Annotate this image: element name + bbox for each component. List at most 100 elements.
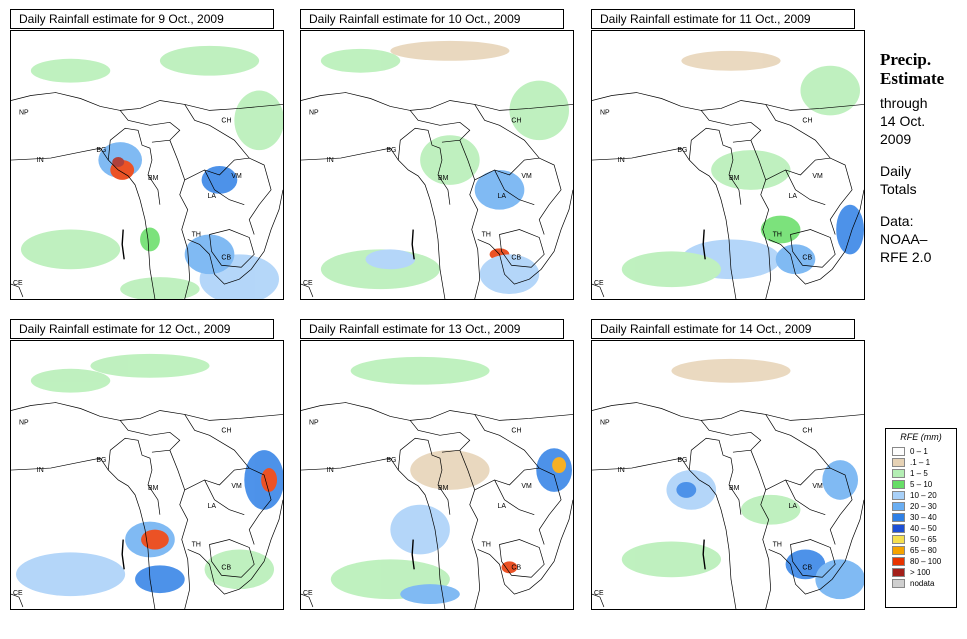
sidebar-data-line2: NOAA– xyxy=(880,231,928,247)
legend-swatch xyxy=(892,546,905,555)
legend-label: .1 – 1 xyxy=(910,458,931,467)
label-bg: BG xyxy=(96,147,106,154)
label-bm: BM xyxy=(148,485,159,492)
label-bm: BM xyxy=(438,485,449,492)
label-la: LA xyxy=(789,193,798,200)
panel-title: Daily Rainfall estimate for 13 Oct., 200… xyxy=(300,319,564,339)
legend-item: 10 – 20 xyxy=(892,490,956,501)
legend-item: 30 – 40 xyxy=(892,512,956,523)
legend-swatch xyxy=(892,579,905,588)
map-panel-14oct: Daily Rainfall estimate for 14 Oct., 200… xyxy=(591,319,865,610)
label-cb: CB xyxy=(802,254,812,261)
label-ce: CE xyxy=(13,590,23,597)
legend-swatch xyxy=(892,458,905,467)
sidebar-date-line2: 2009 xyxy=(880,131,912,147)
label-cb: CB xyxy=(221,254,231,261)
label-la: LA xyxy=(789,503,798,510)
legend-label: 30 – 40 xyxy=(910,513,937,522)
rainfall-map: NP CH IN BG BM VM LA TH CB CE xyxy=(10,340,284,610)
label-bg: BG xyxy=(386,147,396,154)
label-vm: VM xyxy=(812,483,823,490)
label-bg: BG xyxy=(677,147,687,154)
label-ch: CH xyxy=(221,117,231,124)
legend-item: 5 – 10 xyxy=(892,479,956,490)
legend-label: 20 – 30 xyxy=(910,502,937,511)
label-in: IN xyxy=(37,157,44,164)
label-bm: BM xyxy=(148,175,159,182)
sidebar-daily-line1: Daily xyxy=(880,163,912,179)
legend-swatch xyxy=(892,568,905,577)
legend-swatch xyxy=(892,480,905,489)
label-in: IN xyxy=(618,467,625,474)
label-ce: CE xyxy=(303,590,313,597)
legend-label: 65 – 80 xyxy=(910,546,937,555)
legend-swatch xyxy=(892,502,905,511)
label-th: TH xyxy=(773,231,782,238)
map-panel-9oct: Daily Rainfall estimate for 9 Oct., 2009… xyxy=(10,9,284,300)
label-vm: VM xyxy=(231,483,242,490)
rainfall-legend: RFE (mm) 0 – 1 .1 – 1 1 – 5 5 – 10 10 – 20 20… xyxy=(885,428,957,608)
sidebar-daily-line2: Totals xyxy=(880,181,917,197)
label-bg: BG xyxy=(96,457,106,464)
legend-swatch xyxy=(892,535,905,544)
panel-title: Daily Rainfall estimate for 9 Oct., 2009 xyxy=(10,9,274,29)
sidebar-data-line1: Data: xyxy=(880,213,914,229)
legend-item: 40 – 50 xyxy=(892,523,956,534)
rainfall-map: NP CH IN BG BM VM LA TH CB CE xyxy=(591,340,865,610)
label-cb: CB xyxy=(511,254,521,261)
label-th: TH xyxy=(192,541,201,548)
legend-title: RFE (mm) xyxy=(900,432,942,442)
legend-item: > 100 xyxy=(892,567,956,578)
legend-swatch xyxy=(892,469,905,478)
sidebar-through: through xyxy=(880,95,928,111)
legend-label: 40 – 50 xyxy=(910,524,937,533)
label-ch: CH xyxy=(802,117,812,124)
legend-label: 80 – 100 xyxy=(910,557,942,566)
legend-item: 1 – 5 xyxy=(892,468,956,479)
label-la: LA xyxy=(498,503,507,510)
legend-item: 0 – 1 xyxy=(892,446,956,457)
map-panel-10oct: Daily Rainfall estimate for 10 Oct., 200… xyxy=(300,9,574,300)
label-vm: VM xyxy=(812,173,823,180)
label-ce: CE xyxy=(594,590,604,597)
panel-title: Daily Rainfall estimate for 12 Oct., 200… xyxy=(10,319,274,339)
legend-swatch xyxy=(892,513,905,522)
legend-swatch xyxy=(892,447,905,456)
label-ch: CH xyxy=(511,117,521,124)
label-ch: CH xyxy=(802,427,812,434)
label-in: IN xyxy=(327,467,334,474)
map-panel-13oct: Daily Rainfall estimate for 13 Oct., 200… xyxy=(300,319,574,610)
label-la: LA xyxy=(208,193,217,200)
label-ce: CE xyxy=(594,280,604,287)
legend-item: 20 – 30 xyxy=(892,501,956,512)
map-panel-11oct: Daily Rainfall estimate for 11 Oct., 200… xyxy=(591,9,865,300)
label-th: TH xyxy=(773,541,782,548)
legend-label: > 100 xyxy=(910,568,931,577)
legend-label: nodata xyxy=(910,579,935,588)
legend-label: 5 – 10 xyxy=(910,480,933,489)
rainfall-map: NP CH IN BG BM VM LA TH CB CE xyxy=(10,30,284,300)
label-bm: BM xyxy=(729,485,740,492)
label-vm: VM xyxy=(231,173,242,180)
label-vm: VM xyxy=(521,173,532,180)
label-vm: VM xyxy=(521,483,532,490)
legend-label: 0 – 1 xyxy=(910,447,928,456)
label-bm: BM xyxy=(438,175,449,182)
legend-swatch xyxy=(892,557,905,566)
panel-title: Daily Rainfall estimate for 10 Oct., 200… xyxy=(300,9,564,29)
label-bg: BG xyxy=(677,457,687,464)
label-la: LA xyxy=(498,193,507,200)
label-th: TH xyxy=(482,231,491,238)
legend-item: nodata xyxy=(892,578,956,589)
label-np: NP xyxy=(600,419,610,426)
label-in: IN xyxy=(37,467,44,474)
rainfall-map: NP CH IN BG BM VM LA TH CB CE xyxy=(300,30,574,300)
label-np: NP xyxy=(19,109,29,116)
sidebar-title-line1: Precip. xyxy=(880,50,932,69)
label-cb: CB xyxy=(221,564,231,571)
legend-item: 50 – 65 xyxy=(892,534,956,545)
legend-label: 50 – 65 xyxy=(910,535,937,544)
rainfall-map: NP CH IN BG BM VM LA TH CB CE xyxy=(591,30,865,300)
legend-item: 80 – 100 xyxy=(892,556,956,567)
label-ce: CE xyxy=(303,280,313,287)
